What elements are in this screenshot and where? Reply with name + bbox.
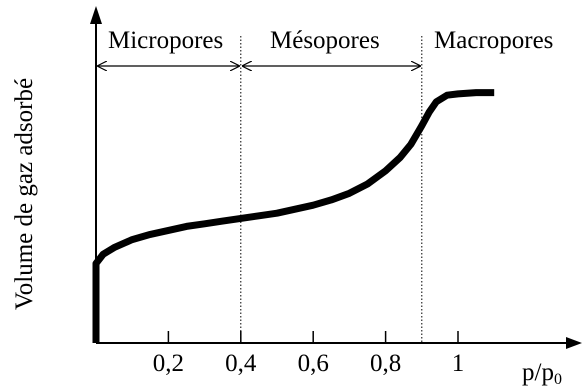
x-ticks: 0,2 0,4 0,6 0,8 1 xyxy=(153,331,464,377)
x-axis-label-main: p/p xyxy=(522,359,554,386)
x-axis-label: p/p0 xyxy=(522,359,562,388)
isotherm-curve xyxy=(92,89,495,343)
x-tick-label-2: 0,6 xyxy=(298,350,329,377)
x-tick-label-1: 0,4 xyxy=(225,350,257,377)
region-label-0: Micropores xyxy=(108,27,223,54)
x-axis-arrowhead xyxy=(566,337,582,349)
region-labels: Micropores Mésopores Macropores xyxy=(108,27,553,54)
region-label-1: Mésopores xyxy=(270,27,380,54)
region-label-2: Macropores xyxy=(434,27,553,54)
x-tick-label-3: 0,8 xyxy=(370,350,401,377)
region-boundaries xyxy=(240,36,423,343)
x-tick-label-4: 1 xyxy=(452,350,465,377)
x-tick-label-0: 0,2 xyxy=(153,350,184,377)
x-axis-label-subscript: 0 xyxy=(554,371,562,388)
y-axis-label: Volume de gaz adsorbé xyxy=(11,78,38,310)
isotherm-series xyxy=(92,89,495,343)
y-axis-arrowhead xyxy=(90,6,102,24)
